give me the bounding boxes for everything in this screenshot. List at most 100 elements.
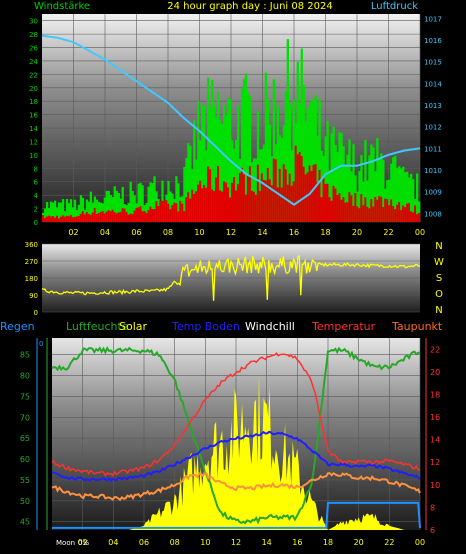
- legend-humidity: Luftfeuchte: [66, 320, 129, 333]
- average-bar: [356, 206, 359, 222]
- gust-bar: [195, 159, 198, 222]
- gust-bar: [129, 181, 132, 222]
- temperature-tick-label: 14: [430, 436, 440, 445]
- average-bar: [155, 201, 158, 222]
- average-bar: [95, 213, 99, 222]
- compass-label: O: [435, 289, 443, 300]
- gust-bar: [95, 199, 99, 222]
- temp-x-tick: 14: [262, 538, 272, 547]
- gust-bar: [47, 207, 51, 222]
- gust-bar: [81, 197, 85, 222]
- average-bar: [127, 214, 130, 222]
- average-bar: [370, 199, 373, 222]
- average-bar: [338, 193, 341, 222]
- wind-tick-label: 14: [29, 125, 38, 133]
- average-bar: [302, 166, 305, 222]
- gust-bar: [308, 104, 311, 222]
- average-bar: [292, 181, 295, 222]
- average-bar: [354, 193, 357, 222]
- average-bar: [185, 197, 188, 222]
- average-bar: [330, 200, 333, 222]
- average-bar: [125, 212, 128, 222]
- gust-bar: [394, 155, 397, 222]
- average-bar: [199, 180, 202, 222]
- average-bar: [310, 170, 313, 222]
- gust-bar: [328, 170, 331, 222]
- wind-tick-label: 24: [29, 58, 38, 66]
- average-bar: [404, 207, 407, 222]
- average-bar: [360, 194, 363, 222]
- average-bar: [129, 213, 132, 222]
- average-bar: [394, 209, 397, 222]
- average-bar: [77, 215, 81, 222]
- average-bar: [376, 199, 379, 222]
- gust-bar: [310, 99, 313, 222]
- gust-bar: [207, 77, 210, 223]
- average-bar: [85, 212, 89, 222]
- temp-x-tick: 16: [292, 538, 302, 547]
- gust-bar: [131, 190, 134, 222]
- average-bar: [223, 181, 226, 222]
- gust-bar: [316, 135, 319, 222]
- average-bar: [49, 216, 53, 222]
- average-bar: [342, 197, 345, 222]
- gust-bar: [189, 145, 192, 222]
- wind-tick-label: 22: [29, 71, 38, 79]
- temperature-tick-label: 10: [430, 481, 440, 490]
- temp-x-tick: 08: [170, 538, 180, 547]
- wind-tick-label: 12: [29, 138, 38, 146]
- average-bar: [372, 206, 375, 222]
- average-bar: [280, 187, 284, 222]
- gust-bar: [390, 163, 393, 222]
- wind-tick-label: 2: [34, 206, 38, 214]
- compass-label: N: [435, 305, 442, 316]
- gust-bar: [149, 182, 152, 222]
- direction-tick-label: 90: [29, 292, 38, 300]
- gust-bar: [75, 209, 79, 222]
- pressure-tick-label: 1010: [424, 167, 442, 175]
- average-bar: [97, 213, 100, 222]
- average-bar: [115, 213, 118, 222]
- average-bar: [205, 187, 208, 222]
- gust-bar: [137, 183, 140, 222]
- direction-y-ticks: 360 270 180 90 0: [25, 241, 38, 317]
- gust-bar: [153, 176, 156, 222]
- gust-bar: [240, 88, 244, 223]
- legend-rain: Regen: [0, 320, 35, 333]
- average-bar: [398, 202, 401, 222]
- average-bar: [328, 197, 331, 222]
- average-bar: [197, 184, 200, 222]
- average-bar: [352, 205, 355, 222]
- gust-bar: [312, 99, 315, 222]
- gust-bar: [211, 79, 214, 222]
- gust-bar: [366, 180, 369, 222]
- average-bar: [67, 216, 71, 222]
- dewpoint-line: [51, 472, 421, 502]
- average-bar: [252, 191, 256, 222]
- pressure-y-ticks: 1008 1009 1010 1011 1012 1013 1014 1015 1016 1017: [424, 15, 442, 218]
- pressure-axis-label: Luftdruck: [371, 1, 418, 12]
- average-bar: [234, 190, 238, 222]
- gust-bar: [183, 167, 186, 222]
- wind-x-tick: 10: [194, 228, 204, 237]
- average-bar: [173, 202, 176, 222]
- average-bar: [153, 209, 156, 222]
- average-bar: [167, 203, 170, 222]
- average-bar: [274, 159, 278, 222]
- gust-bar: [201, 105, 204, 222]
- gust-bar: [234, 139, 238, 222]
- average-bar: [81, 211, 85, 222]
- average-bar: [374, 197, 377, 222]
- pressure-line: [41, 34, 421, 206]
- temp-x-tick: 20: [354, 538, 364, 547]
- average-bar: [73, 216, 77, 222]
- average-bar: [117, 212, 120, 222]
- wind-x-tick: 22: [383, 228, 393, 237]
- gust-bar: [300, 48, 303, 222]
- average-bar: [43, 217, 47, 222]
- gust-bar: [147, 186, 150, 222]
- humidity-tick-label: 75: [20, 392, 30, 401]
- gust-bar: [348, 139, 351, 222]
